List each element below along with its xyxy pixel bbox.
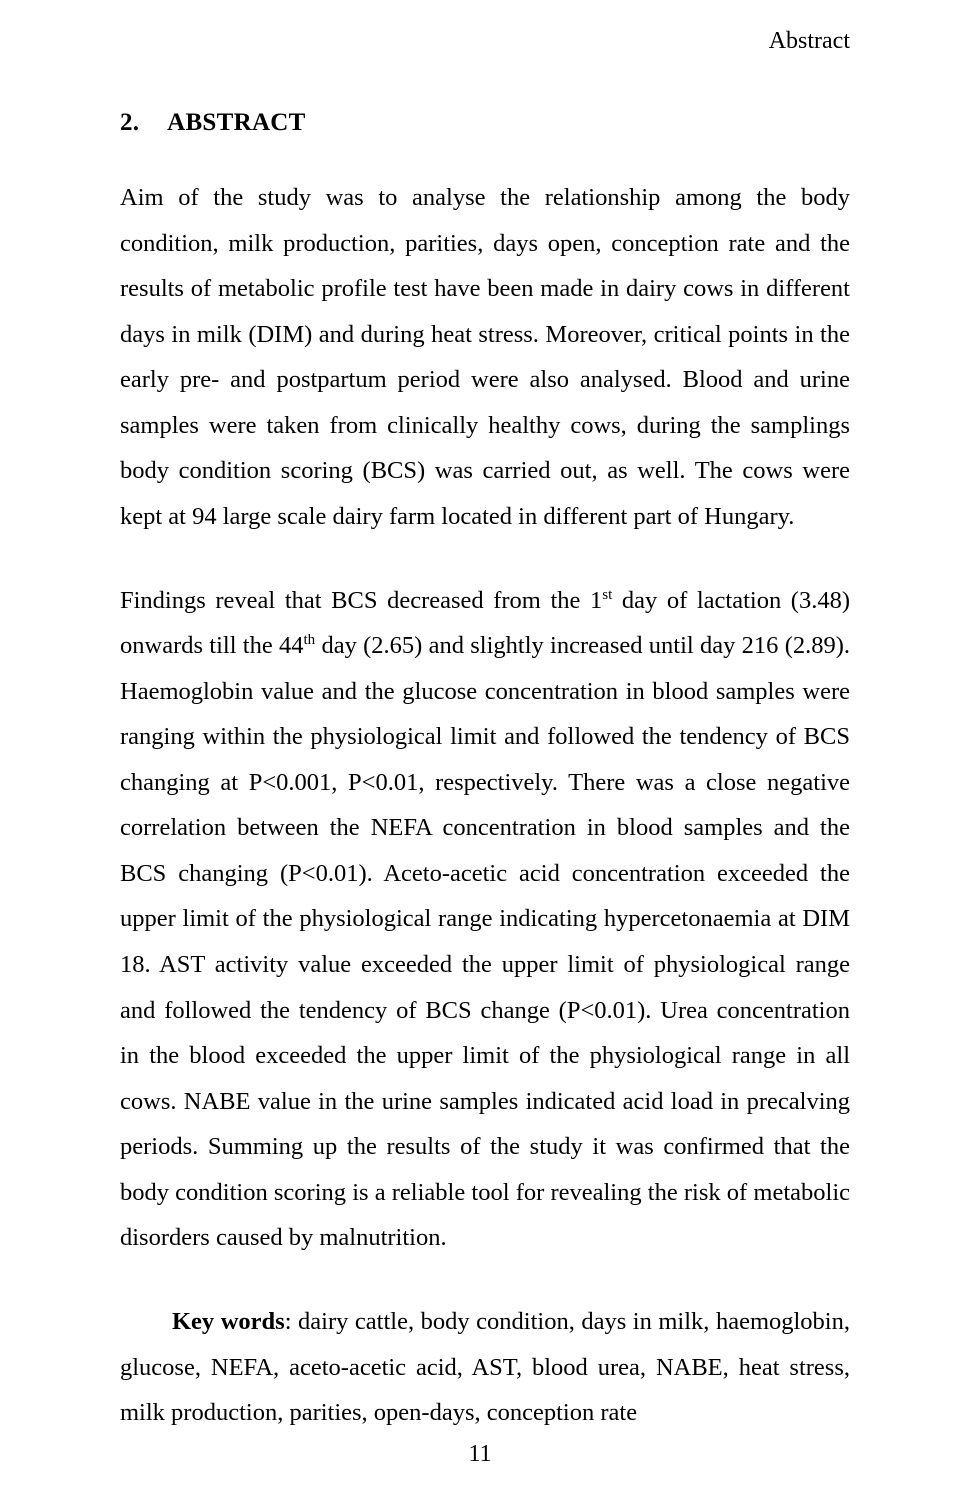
running-head: Abstract <box>120 28 850 55</box>
abstract-paragraph-2: Findings reveal that BCS decreased from … <box>120 578 850 1261</box>
heading-title: ABSTRACT <box>167 109 306 136</box>
p2-text-a: Findings reveal that BCS decreased from … <box>120 587 602 614</box>
superscript-th: th <box>304 632 316 648</box>
keywords-paragraph: Key words: dairy cattle, body condition,… <box>120 1299 850 1436</box>
superscript-st: st <box>602 586 612 602</box>
p2-text-c: day (2.65) and slightly increased until … <box>120 632 850 1251</box>
page-number: 11 <box>0 1441 960 1468</box>
keywords-label: Key words <box>172 1308 285 1335</box>
abstract-paragraph-1: Aim of the study was to analyse the rela… <box>120 175 850 540</box>
section-heading: 2. ABSTRACT <box>120 109 850 137</box>
heading-number: 2. <box>120 109 139 136</box>
